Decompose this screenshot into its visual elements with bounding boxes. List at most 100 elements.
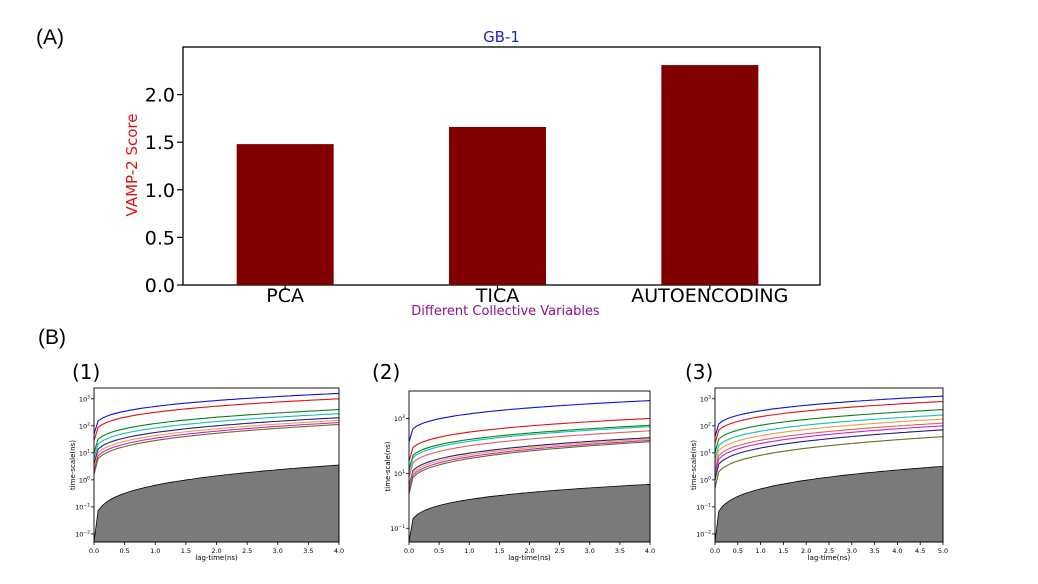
y-tick-base: 10 (394, 470, 402, 478)
subplot-label: (2) (372, 360, 400, 384)
panel-label-a: (A) (36, 26, 64, 49)
series-line-green (93, 409, 340, 453)
series-line-cyan (714, 414, 944, 460)
y-tick-label: 10−1 (696, 502, 711, 511)
series-line-blue (93, 392, 340, 435)
x-tick-label: 1.0 (755, 547, 765, 555)
y-tick-label: 103 (700, 394, 711, 403)
y-tick-exponent: 3 (402, 414, 405, 420)
series-line-navy (714, 429, 944, 481)
bar-tica (449, 126, 546, 285)
shaded-lower-bound (714, 465, 944, 543)
y-tick-base: 10 (700, 449, 708, 457)
series-line-navy (93, 417, 340, 464)
y-tick-base: 10 (75, 530, 83, 538)
x-tick-label: 3.5 (303, 547, 313, 555)
y-tick-base: 10 (79, 422, 87, 430)
y-tick-exponent: 1 (402, 469, 405, 475)
x-tick-label: 4.0 (334, 547, 344, 555)
timescale-plot-2: (2) 0.0 0.5 1.0 1.5 2.0 2.5 3.0 3.5 4.0 lag-time(n… (372, 360, 655, 562)
y-tick-label: 0.5 (145, 227, 175, 249)
x-tick-label: 1.5 (181, 547, 191, 555)
y-tick-exponent: 0 (708, 475, 711, 481)
y-tick-exponent: −2 (83, 529, 90, 535)
y-axis-label: time-scale(ns) (690, 440, 698, 490)
x-tick-label: 3.0 (585, 547, 595, 555)
x-tick-label: 4.0 (645, 547, 655, 555)
x-tick-label: 0.5 (434, 547, 444, 555)
subplot-label: (3) (685, 360, 713, 384)
y-tick-label: 102 (700, 421, 711, 430)
y-tick-base: 10 (394, 415, 402, 423)
x-tick-label: 4.5 (915, 547, 925, 555)
y-axis-label: time-scale(ns) (69, 440, 77, 490)
series-line-olive (714, 436, 944, 489)
series-line-red (93, 398, 340, 441)
shaded-lower-bound (408, 483, 651, 543)
series-line-red (408, 417, 651, 462)
subplot-label: (1) (72, 360, 100, 384)
vamp2-bar-chart: GB-1 0.0 0.5 1.0 1.5 2.0 PCA TICA AUTOENCODING Di… (123, 28, 821, 319)
y-tick-base: 10 (696, 530, 704, 538)
y-tick-exponent: 3 (87, 394, 90, 400)
y-tick-exponent: 3 (708, 394, 711, 400)
series-line-magenta (714, 425, 944, 475)
x-tick-label: 1.0 (150, 547, 160, 555)
y-tick-label: 101 (700, 448, 711, 457)
bar-autoencoding (661, 65, 759, 285)
x-tick-label: 3.5 (615, 547, 625, 555)
y-tick-label: 10−2 (696, 529, 711, 538)
series-line-salmon (408, 430, 651, 478)
timescale-plot-1: (1) 0.0 0.5 1.0 1.5 2.0 2.5 3.0 3.5 4.0 lag-time(n… (69, 360, 344, 562)
x-tick-label: 0.0 (404, 547, 414, 555)
x-tick-label: 0.5 (119, 547, 129, 555)
x-axis-label: lag-time(ns) (808, 554, 851, 562)
series-line-orange (408, 438, 651, 489)
y-tick-exponent: 2 (708, 421, 711, 427)
x-tick-label: 2.5 (824, 547, 834, 555)
x-tick-label: 0.0 (710, 547, 720, 555)
series-line-orange (93, 419, 340, 468)
series-line-green (408, 424, 651, 470)
y-tick-exponent: −1 (704, 502, 711, 508)
y-tick-base: 10 (700, 476, 708, 484)
y-tick-exponent: −2 (704, 529, 711, 535)
y-tick-label: 2.0 (145, 85, 175, 107)
y-tick-base: 10 (700, 422, 708, 430)
panel-label-b: (B) (38, 326, 66, 349)
x-tick-label: 2.5 (242, 547, 252, 555)
y-tick-label: 100 (79, 475, 90, 484)
y-tick-label: 1.0 (145, 180, 175, 202)
series-line-olive (93, 423, 340, 475)
y-tick-label: 102 (79, 421, 90, 430)
x-tick-label: 2.0 (211, 547, 221, 555)
y-tick-exponent: 1 (87, 448, 90, 454)
x-tick-label: 0.5 (733, 547, 743, 555)
x-tick-label: AUTOENCODING (631, 285, 788, 307)
x-tick-label: 4.0 (892, 547, 902, 555)
y-tick-exponent: 1 (708, 448, 711, 454)
x-tick-label: 2.5 (554, 547, 564, 555)
y-tick-exponent: −1 (83, 502, 90, 508)
y-axis-label: VAMP-2 Score (123, 114, 141, 217)
bar-pca (236, 144, 334, 285)
y-tick-label: 101 (79, 448, 90, 457)
y-tick-base: 10 (700, 395, 708, 403)
shaded-lower-bound (93, 464, 340, 543)
y-tick-label: 103 (394, 414, 405, 423)
y-tick-label: 10−1 (390, 524, 405, 533)
y-tick-label: 101 (394, 469, 405, 478)
x-tick-label: 5.0 (938, 547, 948, 555)
timescale-plot-3: (3) 0.0 0.5 1.0 1.5 2.0 2.5 3.0 3.5 4.0 4.5 5.0 lag-… (685, 360, 948, 562)
series-line-magenta (93, 422, 340, 472)
series-line-magenta (408, 439, 651, 492)
x-tick-label: 0.0 (89, 547, 99, 555)
y-tick-base: 10 (390, 525, 398, 533)
series-line-blue (714, 395, 944, 437)
series-line-salmon (714, 422, 944, 471)
series-line-navy (408, 437, 651, 486)
x-tick-label: PCA (266, 285, 304, 307)
y-tick-base: 10 (79, 395, 87, 403)
series-line-olive (408, 441, 651, 495)
y-tick-label: 10−2 (75, 529, 90, 538)
